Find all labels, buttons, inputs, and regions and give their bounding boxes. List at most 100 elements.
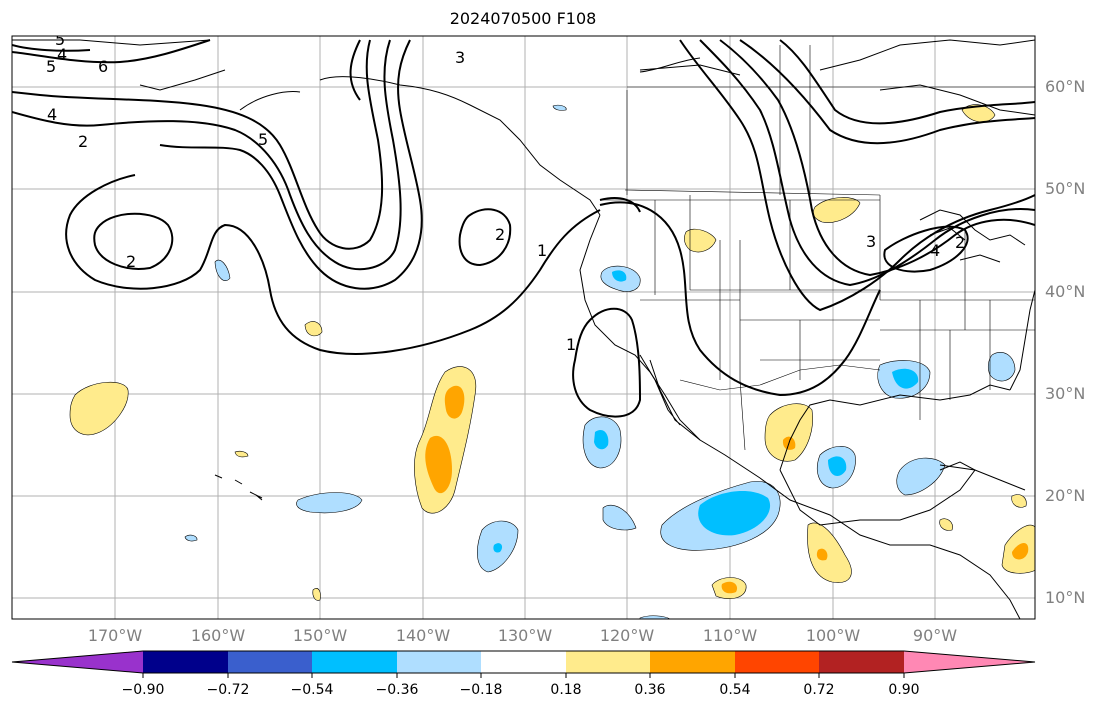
contour-label: 2 bbox=[495, 225, 505, 244]
positive-anomaly-hawaii-small bbox=[234, 450, 249, 458]
positive-anomaly-yucatan-small bbox=[1011, 494, 1027, 508]
contour-label: 3 bbox=[455, 48, 465, 67]
colorbar-tick-label: −0.72 bbox=[206, 682, 250, 698]
negative-anomaly-east-pacific-core bbox=[493, 543, 503, 553]
canada-north bbox=[639, 39, 1035, 116]
negative-anomaly-southwest-small bbox=[602, 504, 637, 531]
lat-label: 30°N bbox=[1045, 384, 1086, 403]
contour-label: 5 bbox=[258, 130, 268, 149]
positive-anomaly-equatorial-small bbox=[312, 588, 321, 601]
colorbar-bin bbox=[650, 651, 735, 673]
negative-anomaly-baja-core bbox=[594, 429, 609, 450]
map-background bbox=[12, 36, 1035, 619]
colorbar-bin bbox=[566, 651, 650, 673]
lon-label: 100°W bbox=[805, 626, 861, 645]
positive-anomaly-gulf-alaska-small bbox=[304, 321, 323, 337]
lon-label: 130°W bbox=[497, 626, 553, 645]
contour-label: 2 bbox=[126, 252, 136, 271]
negative-anomaly-georgia bbox=[987, 351, 1016, 382]
contour-4-north bbox=[12, 39, 402, 271]
contour-5-north bbox=[12, 39, 384, 250]
contour-closed-east-4 bbox=[883, 225, 969, 273]
colorbar-tick-label: −0.36 bbox=[375, 682, 419, 698]
negative-anomaly-tiny-1 bbox=[184, 534, 198, 542]
contour-6-north bbox=[12, 39, 211, 64]
contour-label: 4 bbox=[930, 241, 940, 260]
colorbar-extend-low bbox=[12, 651, 143, 673]
contour-2-west-outer bbox=[65, 174, 601, 355]
colorbar-bin bbox=[481, 651, 566, 673]
east-coast bbox=[1009, 289, 1035, 391]
cuba bbox=[939, 464, 1026, 491]
contour-label: 1 bbox=[537, 241, 547, 260]
colorbar-tick-label: 0.54 bbox=[719, 682, 751, 698]
contour-label: 5 bbox=[46, 57, 56, 76]
positive-anomaly-pacific-south-core bbox=[721, 581, 738, 594]
negative-anomaly-tiny-3 bbox=[639, 615, 671, 619]
gridlines bbox=[12, 36, 1035, 619]
positive-anomaly-ontario bbox=[961, 104, 996, 123]
lon-label: 160°W bbox=[190, 626, 246, 645]
contour-label: 2 bbox=[955, 233, 965, 252]
positive-anomaly-idaho bbox=[684, 228, 717, 253]
colorbar-bin bbox=[397, 651, 481, 673]
colorbar-tick-label: −0.18 bbox=[459, 682, 503, 698]
contour-3-north bbox=[159, 39, 423, 290]
negative-anomaly-west-pacific bbox=[214, 259, 231, 281]
contour-label: 6 bbox=[98, 57, 108, 76]
plot-title: 2024070500 F108 bbox=[449, 9, 597, 28]
contour-label: 2 bbox=[78, 132, 88, 151]
coastlines bbox=[12, 39, 1035, 619]
positive-anomaly-core-1 bbox=[444, 385, 465, 419]
contour-label: 4 bbox=[47, 105, 57, 124]
positive-anomaly-belize-small bbox=[939, 518, 953, 531]
negative-anomaly-nevada-core bbox=[612, 270, 627, 282]
political-borders bbox=[600, 45, 1035, 451]
contour-label: 4 bbox=[57, 45, 67, 64]
lat-label: 20°N bbox=[1045, 486, 1086, 505]
baja-peninsula bbox=[639, 354, 701, 441]
lon-label: 120°W bbox=[599, 626, 655, 645]
contour-canada-1 bbox=[739, 39, 1035, 145]
colorbar-tick-label: −0.90 bbox=[121, 682, 165, 698]
colorbar bbox=[11, 650, 1036, 678]
negative-anomaly-gulf-coast-core bbox=[892, 368, 919, 389]
colorbar-tick-label: 0.90 bbox=[888, 682, 920, 698]
lon-label: 140°W bbox=[395, 626, 451, 645]
west-coast-na bbox=[579, 214, 1021, 619]
negative-anomaly-tiny-2 bbox=[552, 104, 567, 111]
positive-anomaly-central-america bbox=[807, 522, 852, 583]
contour-1-california bbox=[572, 201, 881, 418]
contour-lines bbox=[12, 39, 1035, 418]
colorbar-bin bbox=[228, 651, 312, 673]
lon-label: 150°W bbox=[292, 626, 348, 645]
negative-anomaly-yucatan bbox=[896, 457, 946, 496]
positive-anomaly-core-2 bbox=[425, 435, 452, 494]
colorbar-bin bbox=[819, 651, 904, 673]
anomaly-fills bbox=[69, 104, 1035, 619]
colorbar-bin bbox=[312, 651, 397, 673]
map-frame bbox=[11, 35, 1036, 620]
lon-label: 90°W bbox=[912, 626, 958, 645]
colorbar-tick-label: 0.18 bbox=[550, 682, 582, 698]
colorbar-bin bbox=[143, 651, 228, 673]
lat-label: 50°N bbox=[1045, 179, 1086, 198]
lon-label: 170°W bbox=[87, 626, 143, 645]
contour-label: 1 bbox=[566, 335, 576, 354]
colorbar-extend-high bbox=[904, 651, 1035, 673]
positive-anomaly-caribbean-core bbox=[1012, 543, 1029, 560]
negative-anomaly-south-mexico-core bbox=[698, 490, 771, 536]
contour-canada-2 bbox=[779, 39, 1035, 125]
negative-anomaly-hawaii bbox=[296, 492, 363, 514]
negative-anomaly-gulf-mexico-core bbox=[828, 456, 847, 476]
colorbar-tick-label: 0.72 bbox=[803, 682, 835, 698]
contour-hook bbox=[599, 197, 641, 213]
hawaiian-islands bbox=[214, 474, 263, 501]
contour-label: 3 bbox=[866, 232, 876, 251]
contour-trough-east-2 bbox=[699, 39, 1035, 287]
lat-label: 60°N bbox=[1045, 77, 1086, 96]
contour-trough-east-3 bbox=[719, 39, 1035, 277]
lat-label: 10°N bbox=[1045, 588, 1086, 607]
colorbar-tick-label: −0.54 bbox=[290, 682, 334, 698]
